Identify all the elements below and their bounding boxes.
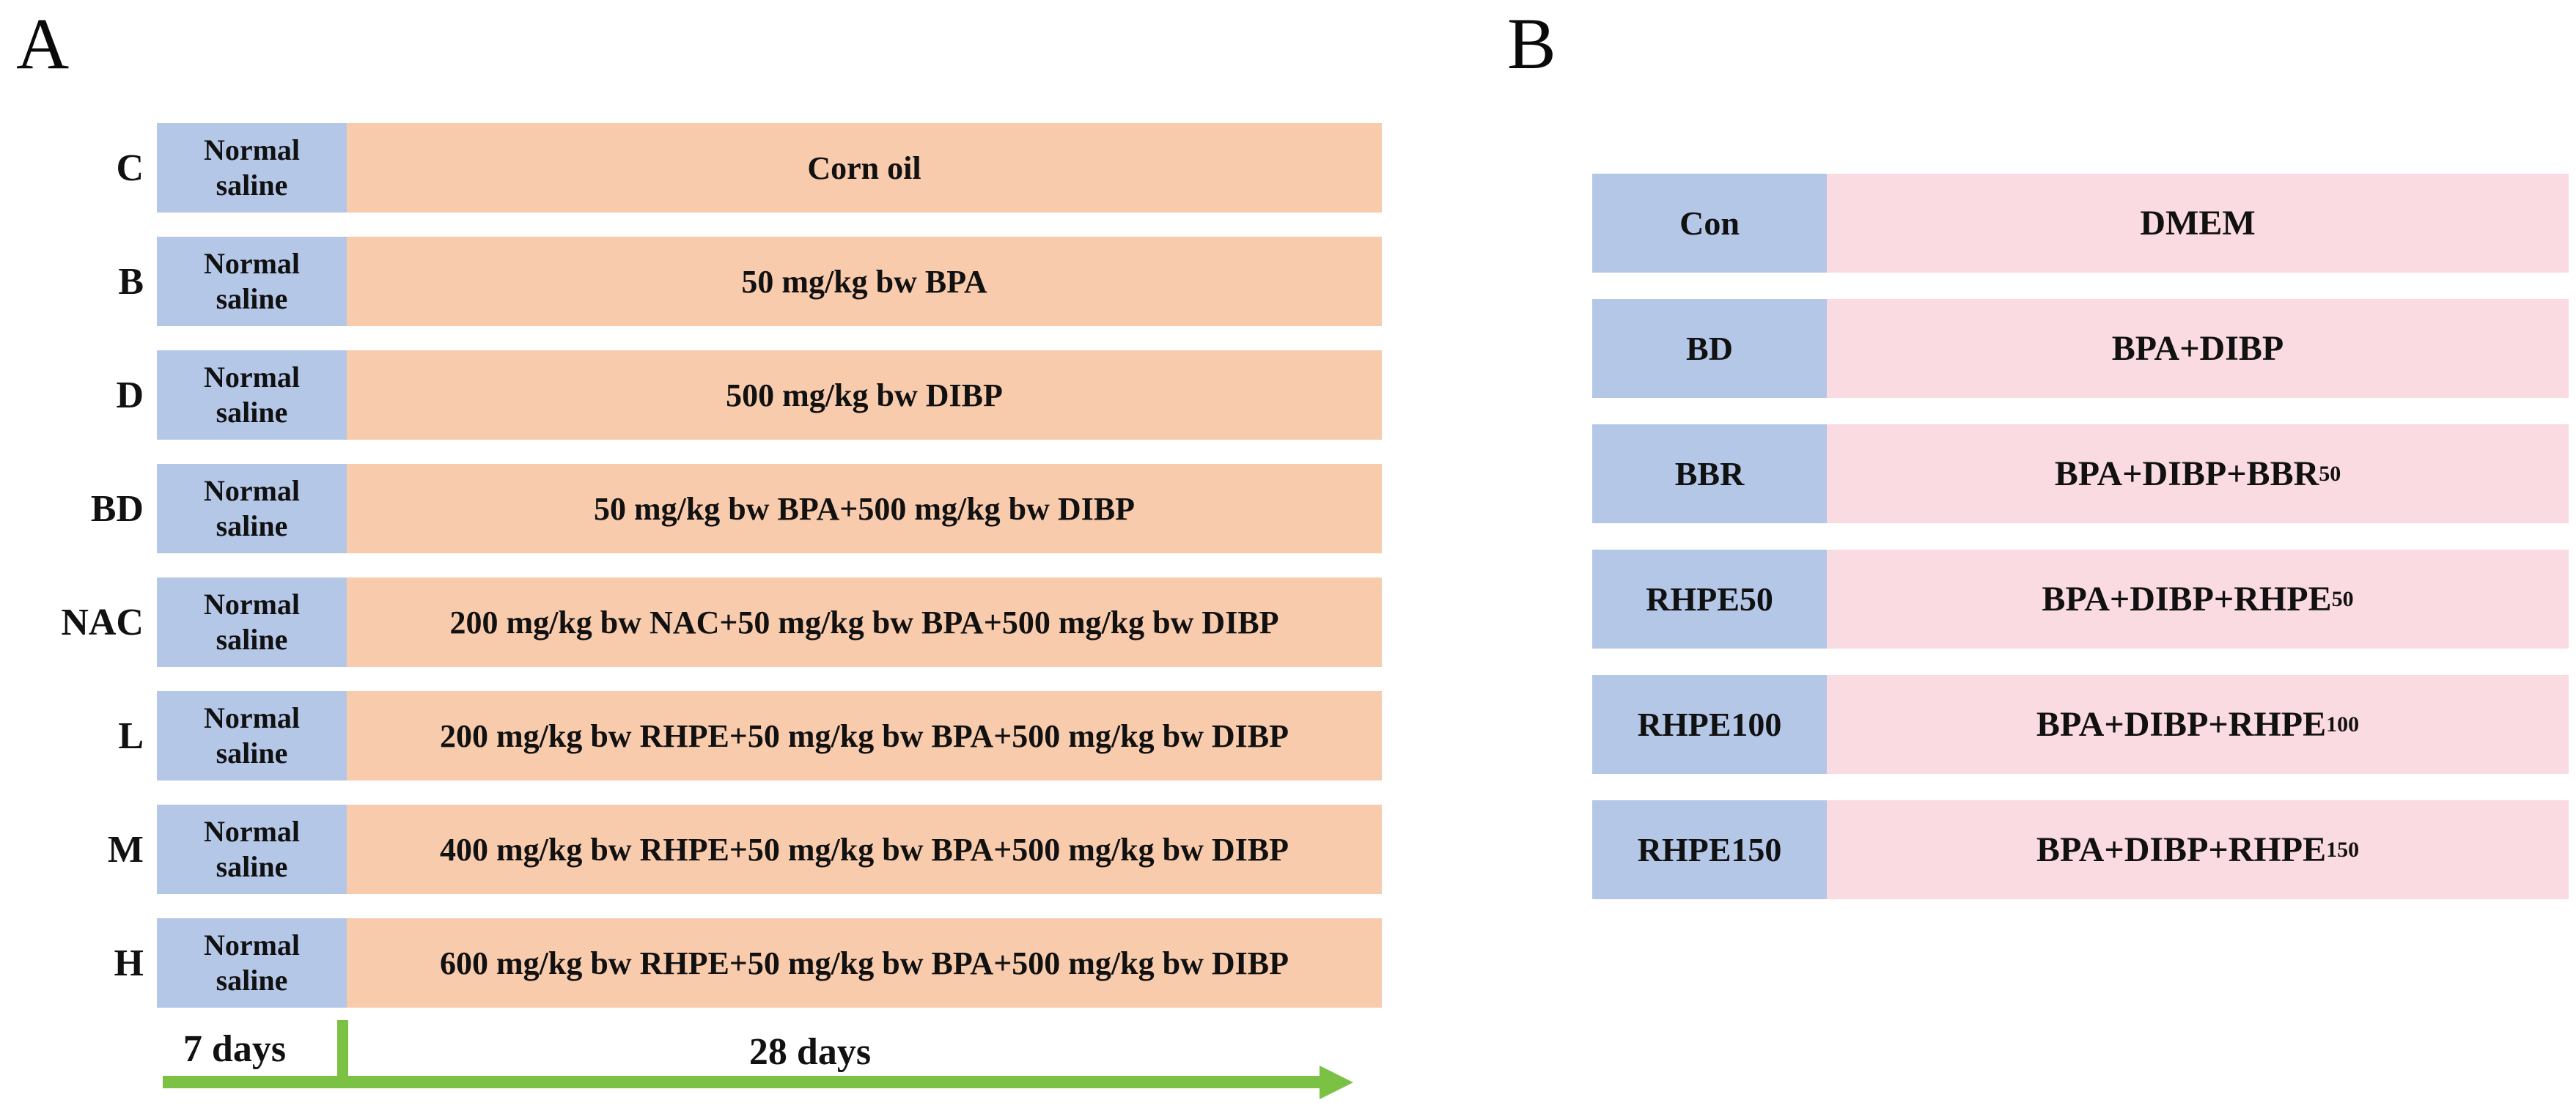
group-code-label: B [118, 260, 144, 303]
pretreatment-cell: Normal saline [157, 691, 347, 780]
table-row: BD BPA+DIBP [1592, 299, 2569, 398]
treatment-cell: 200 mg/kg bw RHPE+50 mg/kg bw BPA+500 mg… [347, 691, 1382, 780]
group-code-cell: RHPE100 [1592, 675, 1827, 774]
table-row: BD Normal saline 50 mg/kg bw BPA+500 mg/… [0, 464, 1382, 553]
panel-a-label: A [16, 3, 70, 84]
treatment-text: BPA+DIBP [2111, 329, 2284, 368]
panel-a-group-table: C Normal saline Corn oil B Normal saline… [0, 123, 1382, 1008]
treatment-cell: BPA+DIBP [1827, 299, 2569, 398]
table-row: L Normal saline 200 mg/kg bw RHPE+50 mg/… [0, 691, 1382, 780]
table-row: M Normal saline 400 mg/kg bw RHPE+50 mg/… [0, 805, 1382, 894]
timeline-pre-duration-label: 7 days [183, 1028, 287, 1070]
group-code-cell: BBR [1592, 424, 1827, 523]
pretreatment-cell: Normal saline [157, 577, 347, 667]
table-row: B Normal saline 50 mg/kg bw BPA [0, 237, 1382, 326]
pretreatment-cell: Normal saline [157, 350, 347, 440]
table-row: RHPE150 BPA+DIBP+RHPE 150 [1592, 800, 2569, 899]
table-row: RHPE100 BPA+DIBP+RHPE 100 [1592, 675, 2569, 774]
treatment-text: BPA+DIBP+RHPE [2036, 705, 2327, 744]
pretreatment-cell: Normal saline [157, 918, 347, 1008]
group-code-label: M [107, 828, 144, 871]
pretreatment-cell: Normal saline [157, 123, 347, 213]
timeline-main-duration-label: 28 days [748, 1031, 872, 1073]
treatment-cell: 400 mg/kg bw RHPE+50 mg/kg bw BPA+500 mg… [347, 805, 1382, 894]
table-row: NAC Normal saline 200 mg/kg bw NAC+50 mg… [0, 577, 1382, 667]
table-row: Con DMEM [1592, 174, 2569, 273]
pretreatment-cell: Normal saline [157, 237, 347, 326]
timeline-arrow-shaft [163, 1076, 1325, 1088]
group-code-label: H [114, 942, 144, 984]
treatment-cell: 500 mg/kg bw DIBP [347, 350, 1382, 440]
treatment-text: DMEM [2140, 204, 2256, 243]
table-row: C Normal saline Corn oil [0, 123, 1382, 213]
panel-b-label: B [1507, 3, 1556, 84]
timeline-tick [337, 1020, 348, 1088]
treatment-cell: BPA+DIBP+RHPE 50 [1827, 550, 2569, 649]
group-code-cell: RHPE150 [1592, 800, 1827, 899]
treatment-cell: 600 mg/kg bw RHPE+50 mg/kg bw BPA+500 mg… [347, 918, 1382, 1008]
treatment-text: BPA+DIBP+RHPE [2036, 830, 2327, 869]
group-code-label: BD [90, 487, 144, 530]
group-code-label: D [116, 374, 144, 416]
treatment-cell: DMEM [1827, 174, 2569, 273]
treatment-cell: 50 mg/kg bw BPA [347, 237, 1382, 326]
panel-b-group-table: Con DMEM BD BPA+DIBP BBR BPA+DIBP+BBR 50 … [1592, 174, 2569, 899]
group-code-cell: RHPE50 [1592, 550, 1827, 649]
timeline-arrowhead-icon [1320, 1066, 1353, 1099]
treatment-text: BPA+DIBP+BBR [2054, 454, 2319, 493]
table-row: BBR BPA+DIBP+BBR 50 [1592, 424, 2569, 523]
table-row: RHPE50 BPA+DIBP+RHPE 50 [1592, 550, 2569, 649]
treatment-cell: BPA+DIBP+BBR 50 [1827, 424, 2569, 523]
table-row: D Normal saline 500 mg/kg bw DIBP [0, 350, 1382, 440]
pretreatment-cell: Normal saline [157, 464, 347, 553]
group-code-label: C [116, 147, 144, 189]
treatment-text: BPA+DIBP+RHPE [2042, 580, 2332, 619]
group-code-cell: BD [1592, 299, 1827, 398]
treatment-cell: 50 mg/kg bw BPA+500 mg/kg bw DIBP [347, 464, 1382, 553]
treatment-cell: 200 mg/kg bw NAC+50 mg/kg bw BPA+500 mg/… [347, 577, 1382, 667]
group-code-label: L [118, 715, 144, 757]
treatment-cell: Corn oil [347, 123, 1382, 213]
table-row: H Normal saline 600 mg/kg bw RHPE+50 mg/… [0, 918, 1382, 1008]
group-code-label: NAC [61, 601, 144, 643]
treatment-cell: BPA+DIBP+RHPE 150 [1827, 800, 2569, 899]
treatment-cell: BPA+DIBP+RHPE 100 [1827, 675, 2569, 774]
pretreatment-cell: Normal saline [157, 805, 347, 894]
group-code-cell: Con [1592, 174, 1827, 273]
